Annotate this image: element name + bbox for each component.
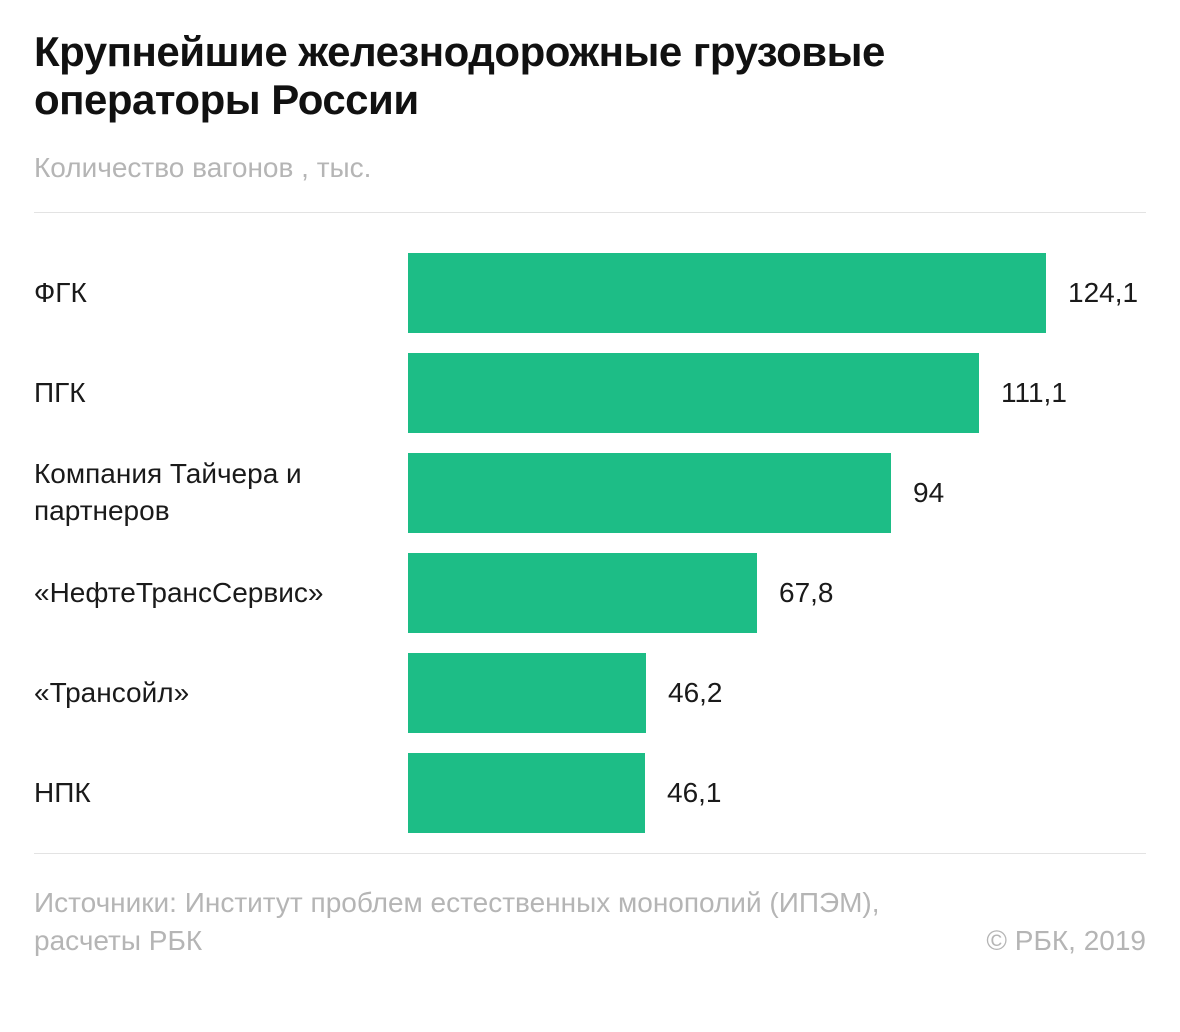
value-label: 111,1 [1001,376,1067,408]
category-label: Компания Тайчера и партнеров [34,458,302,526]
bar-area: 124,1 [408,252,1146,333]
value-label: 67,8 [779,576,834,608]
category-label: НПК [34,776,91,808]
page-title: Крупнейшие железнодорожные грузовые опер… [34,28,885,123]
bar [408,352,979,433]
category-label: «Трансойл» [34,676,190,708]
bar [408,652,646,733]
bar [408,552,757,633]
chart-row: ФГК 124,1 [34,252,1146,333]
chart-rows: ФГК 124,1 ПГК 111,1 Компания Тайчера и партн… [34,252,1146,833]
bar-area: 67,8 [408,552,1146,633]
value-label: 46,1 [667,776,722,808]
source-line-1: Источники: Институт проблем естественных… [34,886,880,918]
chart-footer: Источники: Институт проблем естественных… [34,884,1146,960]
source-line-2: расчеты РБК [34,924,203,956]
bar-chart: ФГК 124,1 ПГК 111,1 Компания Тайчера и партн… [34,252,1146,833]
bar [408,452,891,533]
bar-area: 46,2 [408,652,1146,733]
bar-area: 94 [408,452,1146,533]
category-label: «НефтеТрансСервис» [34,576,324,608]
category-label: ФГК [34,276,87,308]
value-label: 46,2 [668,676,723,708]
bar-area: 111,1 [408,352,1146,433]
chart-row: ПГК 111,1 [34,352,1146,433]
chart-row: НПК 46,1 [34,752,1146,833]
bar [408,752,645,833]
top-divider [34,211,1146,213]
value-label: 94 [913,476,945,508]
source-note: Источники: Институт проблем естественных… [34,884,880,960]
chart-row: «Трансойл» 46,2 [34,652,1146,733]
chart-row: Компания Тайчера и партнеров 94 [34,452,1146,533]
category-label: ПГК [34,376,86,408]
value-label: 124,1 [1068,276,1139,308]
chart-subtitle: Количество вагонов , тыс. [34,151,372,183]
page: Крупнейшие железнодорожные грузовые опер… [34,28,1146,960]
chart-row: «НефтеТрансСервис» 67,8 [34,552,1146,633]
bar-area: 46,1 [408,752,1146,833]
copyright: © РБК, 2019 [986,924,1146,956]
bar [408,252,1046,333]
bottom-divider [34,852,1146,854]
